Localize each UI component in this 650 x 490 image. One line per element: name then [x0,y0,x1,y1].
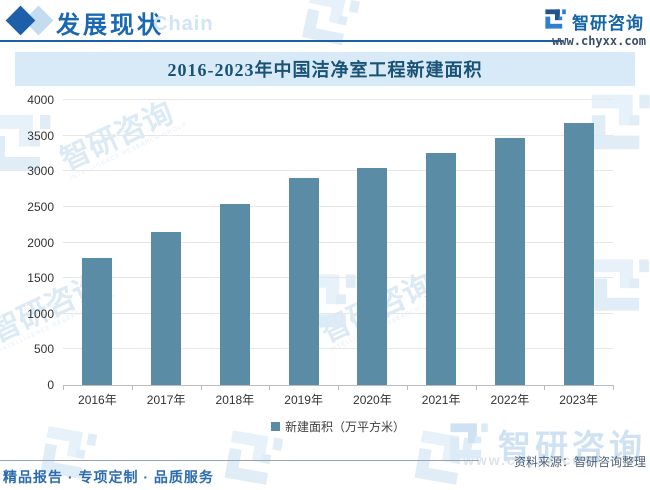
bar-chart-plot: 0 500 1000 1500 2000 2500 3000 3500 4000 [27,93,614,392]
bar-2020年 [357,167,388,385]
chart-title: 2016-2023年中国洁净室工程新建面积 [167,60,483,80]
gridline [63,134,613,136]
chart-title-band: 2016-2023年中国洁净室工程新建面积 [15,52,635,86]
x-tick-label: 2019年 [284,393,323,407]
x-axis-tick [475,385,477,390]
brand-watermark-text: 智研咨询 [498,427,646,465]
x-axis-tick [131,385,133,390]
y-tick-label: 2000 [27,235,54,250]
gridline [63,312,613,314]
y-tick-label: 1000 [27,306,54,321]
y-tick-label: 3500 [27,128,54,143]
y-tick-label: 0 [47,378,54,392]
header: 发展现状 Chain 智研咨询 www.chyxx.com [0,0,650,50]
x-axis-tick [406,385,408,390]
x-tick-label: 2022年 [490,393,530,407]
x-axis-tick [269,385,271,390]
y-tick-label: 3000 [27,164,54,179]
legend: 新建面积（万平方米） [63,418,613,435]
x-axis-tick [613,385,614,390]
brand-name: 智研咨询 [572,14,644,33]
x-tick-label: 2021年 [421,393,461,407]
x-tick-label: 2016年 [78,393,117,407]
bar-2018年 [219,204,250,385]
x-axis-labels: 2016年 2017年 2018年 2019年 2020年 2021年 2022年 2023年 [63,391,613,408]
bar-2021年 [426,152,457,385]
footer-tagline: 精品报告 · 专项定制 · 品质服务 [3,469,214,485]
bar-2023年 [563,122,594,385]
y-tick-label: 500 [33,342,54,357]
bar-2019年 [288,178,319,385]
bar-2022年 [494,138,525,385]
gridline [63,241,613,243]
x-axis-tick [63,385,64,390]
bar-2017年 [151,231,182,385]
y-tick-label: 1500 [27,271,54,286]
gridline [63,205,613,207]
gridline [63,99,613,100]
brand-website: www.chyxx.com [552,34,646,48]
x-axis-tick [200,385,202,390]
x-axis-tick [544,385,546,390]
x-tick-label: 2023年 [559,393,598,407]
x-axis-tick [338,385,339,390]
gridline [63,170,613,172]
diamond-icon [5,5,36,36]
legend-marker [270,422,280,431]
section-watermark-text: Chain [153,13,214,35]
legend-label: 新建面积（万平方米） [284,420,405,434]
x-tick-label: 2017年 [146,393,186,407]
bar-2016年 [82,258,113,385]
header-divider [0,40,563,42]
y-tick-label: 2500 [27,199,54,214]
x-tick-label: 2020年 [353,393,392,407]
source-divider [0,460,479,461]
source-text: 资料来源：智研咨询整理 [513,455,646,469]
y-tick-label: 4000 [27,93,54,107]
gridline [63,348,613,350]
section-title: 发展现状 [56,12,164,39]
x-tick-label: 2018年 [215,393,255,407]
brand-logo-icon [543,7,567,36]
watermark-website-text: www.chyxx.com [463,452,598,468]
